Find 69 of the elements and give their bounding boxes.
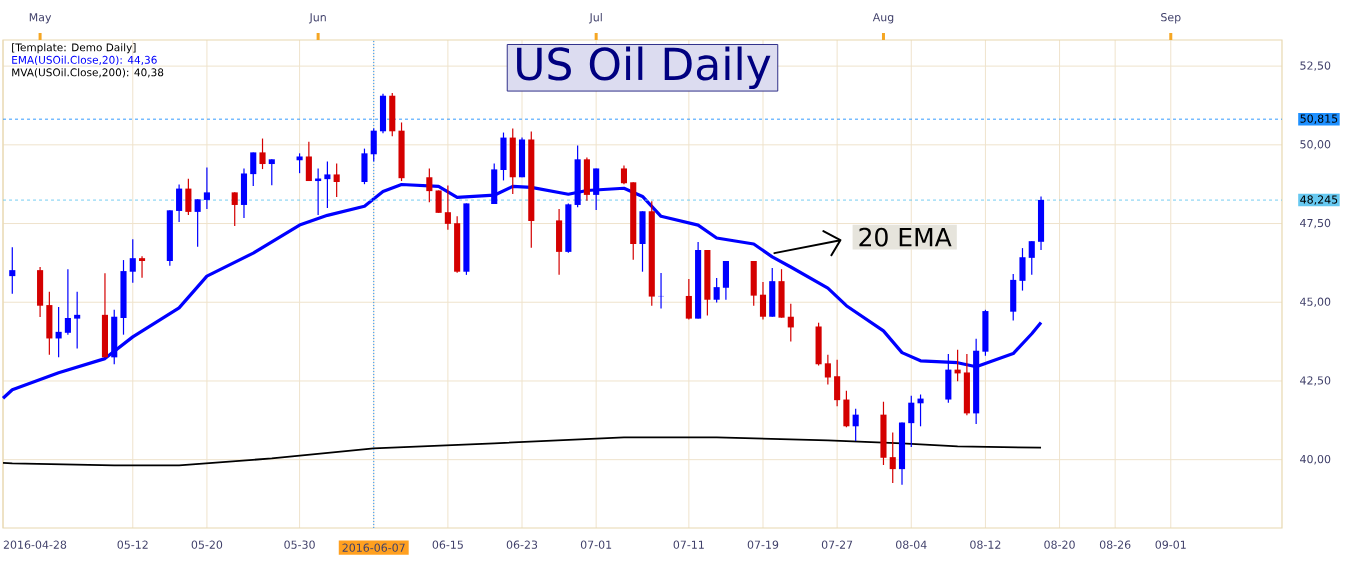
candlestick (852, 408, 859, 442)
candlestick (203, 166, 210, 210)
candlestick (129, 238, 136, 284)
candlestick (1028, 240, 1035, 276)
candlestick (889, 431, 896, 484)
x-tick-label: 09-01 (1155, 540, 1186, 549)
candlestick (787, 303, 794, 343)
candlestick (250, 151, 257, 187)
x-tick-label: 05-12 (117, 540, 148, 549)
annotation: 20 EMA (859, 227, 952, 247)
x2-tick-label: Aug (872, 13, 894, 24)
candlestick (1019, 247, 1026, 292)
chart-title: US Oil Daily (517, 46, 771, 90)
ref-line-label: 48,245 (1300, 195, 1338, 205)
x-tick-label: 07-11 (673, 540, 704, 549)
x-tick-label: 06-15 (432, 540, 463, 549)
candlestick (333, 162, 340, 198)
x-tick-label: 05-20 (191, 540, 223, 549)
x-tick-label: 08-04 (896, 540, 927, 549)
y-tick-label: 42,50 (1300, 376, 1331, 386)
candlestick (259, 137, 266, 170)
y-tick-label: 50,00 (1300, 140, 1331, 150)
candlestick (194, 198, 201, 248)
candlestick (324, 160, 331, 209)
ref-line-label: 50,815 (1300, 114, 1338, 124)
candlestick (426, 167, 433, 203)
candlestick (268, 158, 275, 186)
candlestick (435, 189, 442, 214)
candlestick (55, 306, 62, 358)
candlestick (620, 165, 628, 185)
line-series (2, 436, 1042, 467)
y-tick-label: 52,50 (1300, 61, 1331, 71)
candlestick (185, 178, 192, 216)
x-tick-label: 08-12 (970, 540, 1001, 549)
x2-tick-label: May (29, 13, 52, 24)
x-tick-label: 08-20 (1044, 540, 1075, 549)
candlestick (759, 281, 767, 321)
y-tick-label: 45,00 (1300, 297, 1331, 307)
candlestick (908, 395, 915, 448)
annotation: [Template: Demo Daily] (12, 43, 136, 54)
y-tick-label: 40,00 (1300, 454, 1331, 465)
candlestick (64, 268, 71, 336)
x2-tick-label: Sep (1161, 13, 1181, 24)
x-tick-label: 07-27 (821, 540, 853, 549)
x-tick-label: 05-30 (284, 540, 315, 549)
candlestick (444, 184, 451, 231)
x-tick-label: 08-26 (1099, 540, 1131, 549)
x-tick-label: 07-19 (747, 540, 779, 549)
x-tick-label: 06-23 (506, 540, 538, 549)
candlestick (296, 152, 303, 174)
candlestick (138, 255, 146, 279)
x2-tick-label: Jul (588, 12, 602, 24)
x-tick-label: 07-01 (580, 540, 612, 549)
y-tick-label: 47,50 (1300, 218, 1331, 229)
x2-tick-label: Jun (308, 13, 326, 24)
candlestick (74, 291, 81, 350)
candlestick (834, 359, 841, 407)
candlestick (685, 278, 692, 321)
candlestick (370, 127, 377, 162)
candlestick (176, 183, 183, 223)
candlestick (824, 354, 831, 386)
x-tick-label: 2016-04-28 (3, 540, 67, 549)
candlestick (231, 191, 238, 227)
candlestick (9, 246, 16, 295)
candlestick (713, 277, 720, 304)
text: EMA(USOil.Close,20): 44,36 (12, 55, 157, 66)
text: MVA(USOil.Close,200): 40,38 (12, 68, 164, 78)
x-tick-label: 2016-06-07 (342, 543, 405, 552)
candlestick (917, 393, 924, 427)
